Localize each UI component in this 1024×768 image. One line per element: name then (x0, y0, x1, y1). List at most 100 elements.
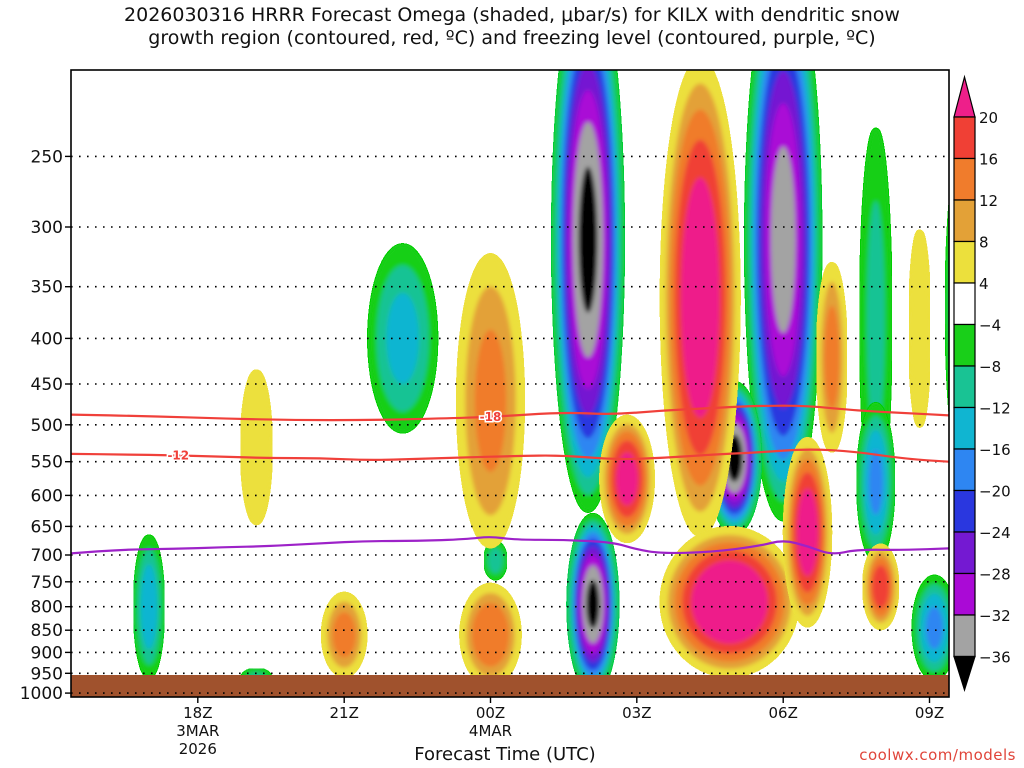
omega-contour-fill (616, 452, 638, 506)
omega-contour-fill (243, 669, 270, 675)
y-tick-label-250: 250 (31, 147, 63, 167)
omega-cell (785, 439, 830, 626)
omega-shading (135, 70, 949, 675)
source-credit: coolwx.com/models (859, 746, 1016, 764)
chart-title-line-2: growth region (contoured, red, ºC) and f… (148, 27, 876, 49)
colorbar-label-10: −24 (979, 524, 1011, 542)
omega-cell (746, 70, 820, 520)
colorbar-label-3: 8 (979, 234, 989, 252)
omega-cell (458, 255, 523, 547)
isotherm-label--12C: -12 (167, 448, 189, 462)
omega-cell (661, 528, 798, 675)
colorbar-bin-4 (953, 240, 976, 284)
x-tick-label-06Z: 06Z (769, 704, 798, 722)
colorbar-label-5: −4 (979, 317, 1001, 335)
omega-cell (135, 536, 163, 675)
omega-contour-fill (140, 564, 158, 649)
colorbar-bin-12 (953, 572, 976, 616)
colorbar-label-0: 20 (979, 109, 998, 127)
y-tick-label-400: 400 (31, 329, 63, 349)
omega-contour-fill (472, 603, 509, 667)
colorbar-bin-9 (953, 448, 976, 492)
colorbar-bin-1 (953, 116, 976, 160)
omega-contour-fill (578, 166, 598, 313)
colorbar-bin-11 (953, 531, 976, 575)
omega-cell (242, 371, 271, 524)
y-tick-label-700: 700 (31, 546, 63, 566)
omega-contour-fill (824, 305, 840, 409)
isotherm--18C (71, 404, 949, 422)
x-tick-label-00Z: 00Z (476, 704, 505, 722)
omega-colorbar: 20 16 12 8 4 −4 −8 −12 −16 −20 −24 −28 −32 −36 (953, 74, 1011, 693)
isotherm--12C (71, 448, 949, 463)
y-tick-label-650: 650 (31, 517, 63, 537)
colorbar-bin-13 (953, 614, 976, 658)
omega-contour-fill (726, 434, 743, 482)
colorbar-label-12: −32 (979, 607, 1011, 625)
omega-contour-fill (866, 201, 885, 436)
colorbar-bin-8 (953, 406, 976, 450)
omega-contour-fill (872, 565, 890, 609)
colorbar-bin-10 (953, 489, 976, 533)
omega-contour-fill (680, 177, 720, 418)
isotherm-0C (71, 536, 949, 555)
omega-contour-fill (488, 547, 503, 574)
colorbar-bin-7 (953, 365, 976, 409)
omega-contour-fill (691, 560, 768, 644)
omega-contour-fill (925, 606, 943, 650)
colorbar-bin-5 (953, 282, 976, 326)
colorbar-label-11: −28 (979, 566, 1011, 584)
y-tick-label-850: 850 (31, 621, 63, 641)
colorbar-label-4: 4 (979, 275, 989, 293)
omega-cell (864, 545, 898, 629)
omega-cell (461, 585, 520, 675)
y-tick-label-750: 750 (31, 573, 63, 593)
omega-contour-fill (474, 329, 507, 472)
omega-contour-fill (586, 580, 600, 629)
omega-cell (858, 404, 894, 561)
colorbar-upper-arrow (953, 74, 976, 118)
omega-cell (913, 576, 949, 675)
colorbar-label-2: 12 (979, 192, 998, 210)
x-tick-label-03Z: 03Z (622, 704, 651, 722)
chart-title: 2026030316 HRRR Forecast Omega (shaded, … (0, 4, 1024, 50)
colorbar-label-9: −20 (979, 483, 1011, 501)
x-axis-label: Forecast Time (UTC) (414, 744, 596, 765)
y-tick-label-900: 900 (31, 643, 63, 663)
pressure-axis: 2503003504004505005506006507007508008509… (20, 147, 71, 704)
colorbar-label-6: −8 (979, 358, 1001, 376)
omega-contour-fill (386, 293, 419, 384)
omega-cell (369, 245, 436, 432)
omega-cell (485, 542, 506, 579)
colorbar-label-8: −16 (979, 441, 1011, 459)
y-tick-label-500: 500 (31, 416, 63, 436)
omega-cell (553, 70, 623, 511)
omega-cell (323, 593, 366, 675)
ground-surface (71, 675, 949, 697)
isotherm-contours: -18 -12 (71, 404, 949, 555)
y-tick-label-1000: 1000 (20, 684, 63, 704)
y-tick-label-800: 800 (31, 598, 63, 618)
y-tick-label-300: 300 (31, 218, 63, 238)
omega-contour-fill (797, 488, 818, 576)
omega-contour-fill (242, 371, 271, 524)
omega-cell (818, 263, 846, 451)
y-tick-label-450: 450 (31, 375, 63, 395)
colorbar-label-13: −36 (979, 649, 1011, 667)
omega-contour-fill (332, 612, 356, 658)
omega-contour-fill (910, 230, 929, 427)
omega-cell (662, 70, 739, 535)
x-tick-label-18Z: 18Z (183, 704, 212, 722)
colorbar-label-1: 16 (979, 151, 998, 169)
y-tick-label-950: 950 (31, 664, 63, 684)
omega-cell (601, 416, 653, 541)
y-tick-label-600: 600 (31, 486, 63, 506)
omega-contour-fill (868, 449, 883, 515)
colorbar-bin-2 (953, 157, 976, 201)
chart-title-line-1: 2026030316 HRRR Forecast Omega (shaded, … (124, 4, 900, 26)
colorbar-bin-6 (953, 323, 976, 367)
colorbar-label-7: −12 (979, 400, 1011, 418)
x-tick-date-00Z: 4MAR (469, 722, 512, 740)
omega-contour-fill (770, 146, 796, 333)
x-tick-label-09Z: 09Z (915, 704, 944, 722)
